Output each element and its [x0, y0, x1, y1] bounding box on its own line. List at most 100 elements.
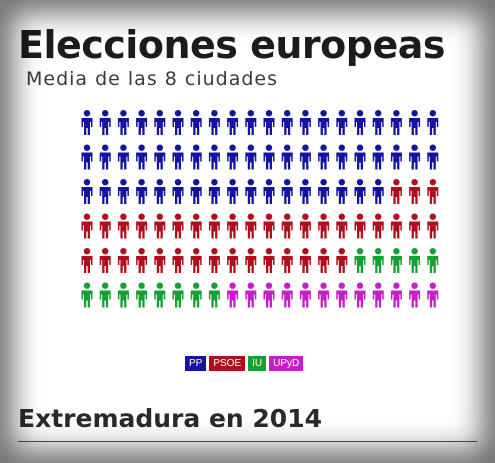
- person-icon-psoe: [81, 213, 93, 239]
- person-icon-pp: [154, 179, 166, 204]
- person-icon-iu: [372, 248, 384, 273]
- person-icon-psoe: [427, 179, 439, 204]
- person-icon-psoe: [263, 213, 275, 239]
- person-icon-psoe: [136, 248, 148, 273]
- page-subtitle: Media de las 8 ciudades: [26, 68, 279, 90]
- person-icon-psoe: [99, 248, 111, 273]
- person-icon-iu: [427, 248, 439, 273]
- person-icon-psoe: [336, 213, 348, 239]
- person-icon-upyd: [281, 282, 293, 308]
- person-icon-pp: [281, 144, 293, 170]
- person-icon-pp: [117, 179, 129, 204]
- person-icon-pp: [117, 110, 129, 135]
- person-icon-psoe: [117, 248, 129, 273]
- person-icon-pp: [99, 110, 111, 135]
- person-icon-upyd: [263, 282, 275, 308]
- person-icon-pp: [172, 144, 184, 170]
- person-icon-psoe: [390, 213, 402, 239]
- person-icon-iu: [390, 248, 402, 273]
- person-icon-pp: [372, 179, 384, 204]
- person-icon-pp: [245, 144, 257, 170]
- person-icon-psoe: [409, 213, 421, 239]
- person-icon-pp: [136, 110, 148, 135]
- person-icon-pp: [172, 179, 184, 204]
- person-icon-pp: [245, 179, 257, 204]
- person-icon-pp: [99, 144, 111, 170]
- legend-item-iu: IU: [248, 356, 267, 371]
- person-icon-upyd: [299, 282, 311, 308]
- person-icon-upyd: [227, 282, 239, 308]
- person-icon-pp: [99, 179, 111, 204]
- person-icon-pp: [154, 110, 166, 135]
- person-icon-pp: [427, 144, 439, 170]
- person-icon-upyd: [336, 282, 348, 308]
- person-icon-pp: [372, 144, 384, 170]
- person-icon-psoe: [81, 248, 93, 273]
- person-icon-upyd: [318, 282, 330, 308]
- person-icon-pp: [208, 110, 220, 135]
- person-icon-iu: [154, 282, 166, 308]
- person-icon-pp: [409, 144, 421, 170]
- person-icon-pp: [81, 144, 93, 170]
- person-icon-pp: [336, 110, 348, 135]
- person-icon-pp: [81, 179, 93, 204]
- person-icon-pp: [390, 144, 402, 170]
- person-icon-pp: [208, 179, 220, 204]
- person-icon-psoe: [245, 248, 257, 273]
- legend-item-pp: PP: [185, 356, 207, 371]
- person-icon-psoe: [208, 213, 220, 239]
- person-icon-pp: [299, 110, 311, 135]
- person-icon-psoe: [427, 213, 439, 239]
- person-icon-psoe: [281, 248, 293, 273]
- person-icon-psoe: [227, 248, 239, 273]
- person-icon-psoe: [281, 213, 293, 239]
- person-icon-upyd: [372, 282, 384, 308]
- person-icon-psoe: [318, 213, 330, 239]
- person-icon-psoe: [318, 248, 330, 273]
- person-icon-pp: [190, 110, 202, 135]
- person-icon-psoe: [409, 179, 421, 204]
- person-icon-pp: [318, 110, 330, 135]
- person-icon-pp: [136, 144, 148, 170]
- person-icon-pp: [318, 144, 330, 170]
- person-icon-pp: [390, 110, 402, 135]
- page-title: Elecciones europeas: [18, 23, 446, 67]
- person-icon-pp: [372, 110, 384, 135]
- person-icon-iu: [117, 282, 129, 308]
- person-icon-pp: [190, 179, 202, 204]
- person-icon-pp: [263, 144, 275, 170]
- person-icon-upyd: [245, 282, 257, 308]
- person-icon-pp: [263, 110, 275, 135]
- person-icon-iu: [99, 282, 111, 308]
- person-icon-psoe: [245, 213, 257, 239]
- person-icon-psoe: [190, 213, 202, 239]
- person-icon-iu: [136, 282, 148, 308]
- person-icon-iu: [354, 248, 366, 273]
- legend-item-upyd: UPyD: [269, 356, 304, 371]
- person-icon-psoe: [390, 179, 402, 204]
- person-icon-iu: [208, 282, 220, 308]
- divider: [18, 441, 477, 442]
- person-icon-pp: [117, 144, 129, 170]
- person-icon-pp: [208, 144, 220, 170]
- person-icon-upyd: [354, 282, 366, 308]
- person-icon-pp: [336, 179, 348, 204]
- person-icon-pp: [281, 110, 293, 135]
- person-icon-pp: [136, 179, 148, 204]
- person-icon-psoe: [172, 213, 184, 239]
- person-icon-iu: [190, 282, 202, 308]
- person-icon-upyd: [427, 282, 439, 308]
- person-icon-pp: [299, 179, 311, 204]
- legend-item-psoe: PSOE: [209, 356, 246, 371]
- person-icon-pp: [336, 144, 348, 170]
- person-icon-pp: [299, 144, 311, 170]
- person-icon-psoe: [172, 248, 184, 273]
- person-icon-pp: [354, 110, 366, 135]
- person-icon-iu: [172, 282, 184, 308]
- person-icon-pp: [245, 110, 257, 135]
- person-icon-pp: [172, 110, 184, 135]
- person-icon-psoe: [263, 248, 275, 273]
- person-icon-pp: [427, 110, 439, 135]
- person-icon-psoe: [154, 248, 166, 273]
